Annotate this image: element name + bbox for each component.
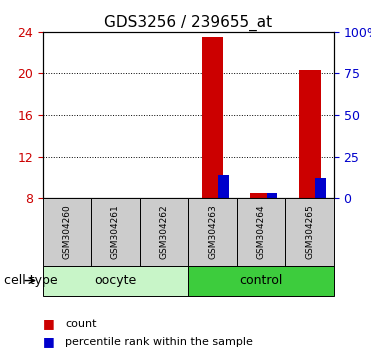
Bar bbox=[237, 198, 285, 266]
Text: GSM304262: GSM304262 bbox=[160, 205, 168, 259]
Bar bbox=[315, 178, 326, 198]
Bar bbox=[285, 198, 334, 266]
Text: ■: ■ bbox=[43, 318, 55, 330]
Text: count: count bbox=[65, 319, 96, 329]
Text: oocyte: oocyte bbox=[94, 274, 137, 287]
Text: ■: ■ bbox=[43, 335, 55, 348]
Text: GSM304263: GSM304263 bbox=[208, 205, 217, 259]
Text: percentile rank within the sample: percentile rank within the sample bbox=[65, 337, 253, 347]
Text: cell type: cell type bbox=[4, 274, 58, 287]
Bar bbox=[267, 193, 278, 198]
Text: control: control bbox=[239, 274, 283, 287]
Bar bbox=[299, 70, 321, 198]
Text: GSM304260: GSM304260 bbox=[62, 205, 72, 259]
Bar bbox=[188, 266, 334, 296]
Bar bbox=[201, 37, 223, 198]
Bar bbox=[140, 198, 188, 266]
Title: GDS3256 / 239655_at: GDS3256 / 239655_at bbox=[104, 14, 272, 30]
Bar bbox=[250, 193, 272, 198]
Bar bbox=[218, 175, 229, 198]
Bar bbox=[91, 198, 139, 266]
Bar bbox=[43, 198, 91, 266]
Text: GSM304261: GSM304261 bbox=[111, 205, 120, 259]
Bar bbox=[188, 198, 237, 266]
Text: GSM304265: GSM304265 bbox=[305, 205, 314, 259]
Text: GSM304264: GSM304264 bbox=[257, 205, 266, 259]
Bar bbox=[43, 266, 188, 296]
